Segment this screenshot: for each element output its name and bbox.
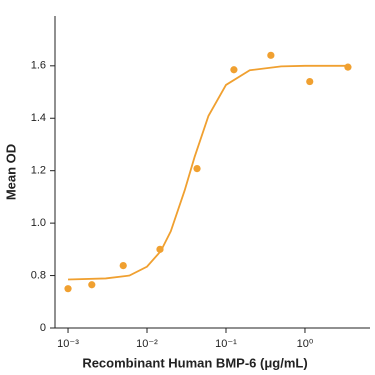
data-point	[119, 262, 127, 270]
x-axis-title: Recombinant Human BMP-6 (μg/mL)	[82, 355, 307, 370]
fit-curve	[68, 64, 348, 281]
y-tick-label: 1.6	[31, 60, 46, 72]
x-tick-label: 10⁰	[297, 338, 314, 350]
data-point	[193, 164, 201, 173]
data-point	[267, 51, 275, 59]
x-tick-label: 10⁻³	[57, 338, 79, 350]
data-point	[306, 77, 314, 86]
data-point	[230, 66, 238, 74]
data-point	[344, 63, 352, 71]
y-tick-label: 0.8	[31, 269, 46, 281]
y-tick-label: 1.2	[31, 165, 46, 177]
x-tick-label: 10⁻¹	[215, 338, 237, 350]
y-axis-title: Mean OD	[3, 144, 18, 200]
y-tick-label: 0	[40, 322, 46, 334]
x-tick-label: 10⁻²	[136, 338, 158, 350]
data-point	[64, 285, 72, 293]
data-point	[88, 281, 96, 289]
y-tick-label: 1.4	[31, 112, 46, 124]
y-tick-label: 1.0	[31, 217, 46, 229]
